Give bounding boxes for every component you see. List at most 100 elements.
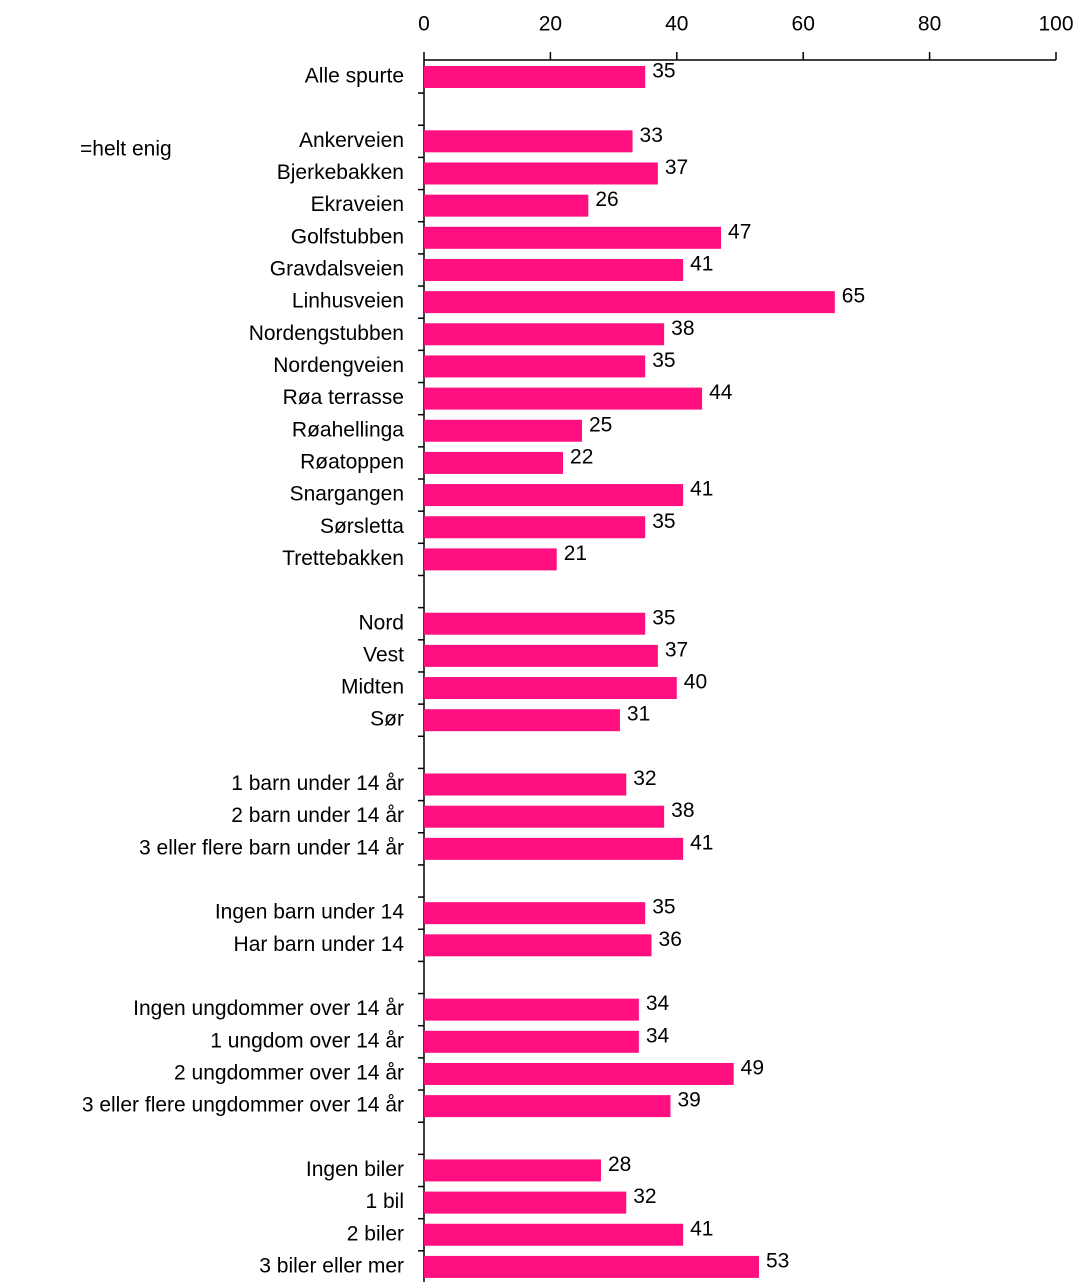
y-tick-label: Snargangen <box>290 483 404 506</box>
bar <box>424 902 646 925</box>
y-tick-label: Vest <box>363 643 404 666</box>
y-tick-label: Ingen biler <box>306 1158 404 1181</box>
value-label: 32 <box>633 1185 656 1208</box>
y-tick-label: 3 biler eller mer <box>259 1254 404 1277</box>
x-tick-label: 0 <box>418 13 430 36</box>
bar <box>424 1255 759 1278</box>
value-label: 49 <box>741 1057 764 1080</box>
y-tick-label: Ankerveien <box>299 129 404 152</box>
bar <box>424 644 658 667</box>
bar <box>424 1191 627 1214</box>
bar <box>424 934 652 957</box>
bar <box>424 1159 601 1182</box>
y-tick-label: 2 barn under 14 år <box>231 804 404 827</box>
bar <box>424 612 646 635</box>
value-label: 33 <box>640 124 663 147</box>
x-tick-label: 40 <box>665 13 688 36</box>
bar <box>424 194 589 217</box>
bar <box>424 805 665 828</box>
value-label: 41 <box>690 831 713 854</box>
x-tick-label: 20 <box>539 13 562 36</box>
y-tick-label: 2 ungdommer over 14 år <box>174 1062 404 1085</box>
bar <box>424 837 684 860</box>
y-tick-label: Røatoppen <box>300 450 404 473</box>
value-label: 35 <box>652 60 675 83</box>
value-label: 31 <box>627 703 650 726</box>
y-tick-label: 1 barn under 14 år <box>231 772 404 795</box>
value-label: 37 <box>665 638 688 661</box>
bar <box>424 419 582 442</box>
value-label: 44 <box>709 381 733 404</box>
value-label: 39 <box>677 1089 700 1112</box>
bar <box>424 258 684 281</box>
y-tick-label: Golfstubben <box>291 225 404 248</box>
y-tick-label: Sørsletta <box>320 515 404 538</box>
y-tick-label: Ingen barn under 14 <box>215 901 404 924</box>
y-tick-label: 2 biler <box>347 1222 404 1245</box>
bar <box>424 484 684 507</box>
bar <box>424 1223 684 1246</box>
x-tick-label: 100 <box>1038 13 1073 36</box>
y-tick-label: Alle spurte <box>305 65 404 88</box>
value-label: 53 <box>766 1249 789 1272</box>
value-label: 34 <box>646 992 670 1015</box>
value-label: 36 <box>659 928 682 951</box>
y-tick-label: Midten <box>341 676 404 699</box>
bar <box>424 998 639 1021</box>
value-label: 35 <box>652 349 675 372</box>
bar <box>424 709 620 732</box>
bar <box>424 355 646 378</box>
value-label: 37 <box>665 156 688 179</box>
value-label: 25 <box>589 413 612 436</box>
bar <box>424 1095 671 1118</box>
y-tick-label: Nord <box>358 611 404 634</box>
y-tick-label: Bjerkebakken <box>277 161 404 184</box>
value-label: 38 <box>671 317 694 340</box>
value-label: 28 <box>608 1153 631 1176</box>
bar <box>424 773 627 796</box>
value-label: 32 <box>633 767 656 790</box>
bar <box>424 1030 639 1053</box>
y-tick-label: Ingen ungdommer over 14 år <box>133 997 404 1020</box>
bar <box>424 66 646 88</box>
bar <box>424 130 633 153</box>
value-label: 47 <box>728 220 751 243</box>
bar <box>424 387 703 410</box>
bar <box>424 291 835 314</box>
y-tick-label: Ekraveien <box>311 193 404 216</box>
value-label: 41 <box>690 1217 713 1240</box>
bar <box>424 548 557 571</box>
bar <box>424 451 564 474</box>
y-tick-label: Linhusveien <box>292 290 404 313</box>
value-label: 21 <box>564 542 587 565</box>
y-tick-label: 1 ungdom over 14 år <box>210 1029 404 1052</box>
y-tick-label: Har barn under 14 <box>234 933 405 956</box>
y-tick-label: Nordengveien <box>273 354 404 377</box>
bar <box>424 226 722 249</box>
value-label: 35 <box>652 510 675 533</box>
bar <box>424 162 658 185</box>
y-tick-label: 1 bil <box>365 1190 404 1213</box>
y-tick-label: Gravdalsveien <box>270 258 404 281</box>
value-label: 38 <box>671 799 694 822</box>
y-tick-label: 3 eller flere barn under 14 år <box>139 836 404 859</box>
y-tick-label: Røa terrasse <box>283 386 404 409</box>
x-tick-label: 60 <box>792 13 815 36</box>
bar <box>424 516 646 539</box>
value-label: 34 <box>646 1024 670 1047</box>
bar <box>424 1062 734 1085</box>
value-label: 26 <box>595 188 618 211</box>
value-label: 35 <box>652 606 675 629</box>
y-tick-label: Nordengstubben <box>249 322 404 345</box>
value-label: 41 <box>690 478 713 501</box>
y-tick-label: 3 eller flere ungdommer over 14 år <box>82 1094 404 1117</box>
subtitle: =helt enig <box>80 138 172 161</box>
value-label: 41 <box>690 253 713 276</box>
x-tick-label: 80 <box>918 13 941 36</box>
value-label: 40 <box>684 671 707 694</box>
bar <box>424 323 665 346</box>
bar <box>424 677 677 700</box>
y-tick-label: Trettebakken <box>282 547 404 570</box>
